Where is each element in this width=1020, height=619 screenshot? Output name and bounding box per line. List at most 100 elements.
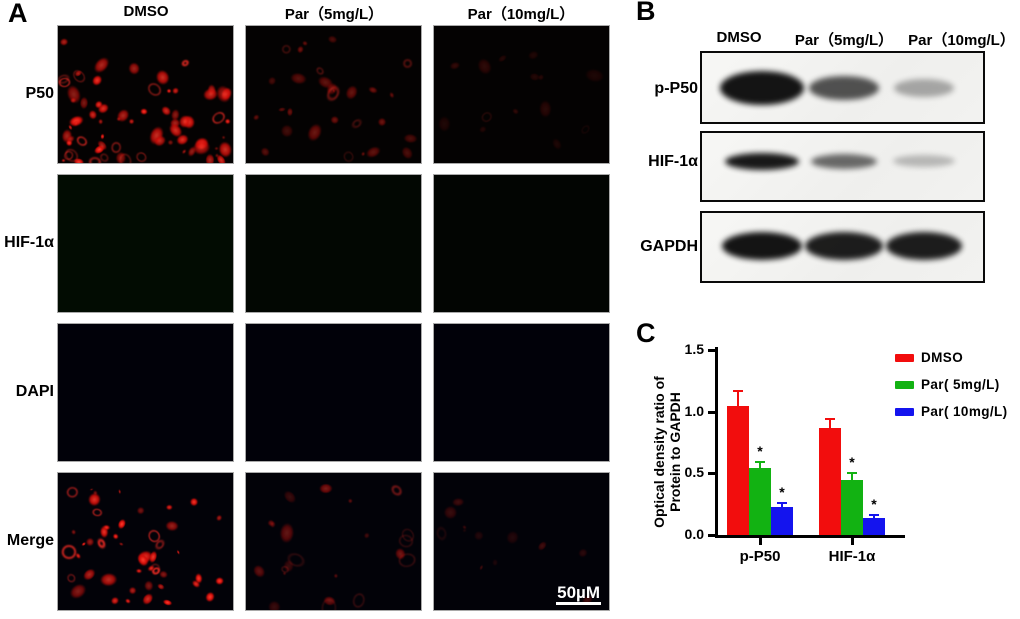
fluorescence-blob [434, 392, 451, 410]
micrograph-Merge-col0 [57, 472, 234, 611]
fluorescence-blob [297, 531, 313, 547]
error-bar-stem [851, 473, 853, 484]
fluorescence-blob [514, 585, 524, 595]
y-tick [708, 410, 716, 414]
bar-DMSO-HIF-1α [819, 427, 841, 535]
fluorescence-blob [287, 108, 294, 117]
fluorescence-blob [469, 374, 497, 402]
blot-band [894, 79, 954, 97]
micrograph-HIF-1α-col0 [57, 174, 234, 313]
fluorescence-blob [139, 108, 148, 116]
micrograph-Merge-col2: 50µM [433, 472, 610, 611]
fluorescence-blob [127, 117, 135, 125]
fluorescence-blob [376, 521, 385, 530]
fluorescence-blob [168, 140, 174, 146]
fluorescence-blob [253, 539, 264, 550]
fluorescence-blob [569, 175, 609, 210]
error-bar-cap [733, 389, 743, 392]
fluorescence-blob [253, 583, 280, 610]
fluorescence-blob [258, 146, 272, 159]
fluorescence-blob [404, 420, 421, 437]
blot-label-gapdh: GAPDH [640, 238, 698, 255]
panel-a-row-label-dapi: DAPI [15, 383, 54, 400]
blot-band [886, 232, 962, 260]
blot-band [893, 155, 955, 167]
fluorescence-blob [378, 446, 390, 458]
fluorescence-blob [279, 122, 295, 139]
fluorescence-blob [85, 405, 101, 421]
fluorescence-blob [61, 158, 66, 163]
fluorescence-blob [73, 447, 95, 461]
fluorescence-blob [112, 366, 130, 384]
fluorescence-blob [305, 121, 325, 144]
blot-band [811, 153, 877, 169]
fluorescence-blob [554, 204, 583, 233]
fluorescence-blob [302, 40, 309, 46]
fluorescence-blob [217, 598, 230, 610]
fluorescence-blob [566, 438, 577, 449]
fluorescence-blob [277, 106, 286, 113]
fluorescence-blob [491, 341, 502, 352]
fluorescence-blob [551, 136, 564, 151]
panel-b-label: B [636, 0, 656, 26]
fluorescence-blob [102, 558, 142, 598]
fluorescence-blob [469, 580, 479, 590]
scale-bar-label: 50µM [556, 583, 601, 605]
fluorescence-blob [111, 533, 120, 541]
panel-b-col-header-dmso: DMSO [716, 29, 762, 46]
error-bar-cap [825, 418, 835, 421]
fluorescence-blob [578, 487, 606, 515]
fluorescence-blob [174, 348, 188, 362]
blot-band [809, 76, 879, 100]
fluorescence-blob [538, 100, 552, 119]
fluorescence-blob [438, 116, 451, 133]
micrograph-P50-col1 [245, 25, 422, 164]
fluorescence-blob [248, 181, 316, 249]
fluorescence-blob [334, 573, 339, 578]
fluorescence-blob [595, 443, 609, 461]
fluorescence-blob [163, 433, 178, 448]
fluorescence-blob [574, 427, 583, 436]
x-tick [851, 538, 854, 545]
fluorescence-blob [365, 377, 387, 399]
x-axis-line [715, 535, 905, 538]
micrograph-P50-col0 [57, 25, 234, 164]
fluorescence-blob [330, 115, 340, 125]
error-bar-stem [781, 502, 783, 511]
y-axis-title-line1: Optical density ratio of [651, 376, 667, 528]
fluorescence-blob [401, 57, 414, 71]
panel-a-row-label-merge: Merge [6, 532, 54, 549]
fluorescence-blob [205, 153, 215, 163]
fluorescence-blob [134, 150, 149, 163]
fluorescence-blob [221, 135, 226, 140]
fluorescence-blob [497, 53, 508, 64]
fluorescence-blob [189, 498, 199, 507]
legend-label: Par( 10mg/L) [921, 404, 1008, 419]
fluorescence-blob [344, 254, 383, 293]
fluorescence-blob [462, 328, 479, 345]
fluorescence-blob [343, 84, 360, 103]
fluorescence-blob [579, 124, 591, 136]
x-category-label: HIF-1α [828, 548, 876, 565]
legend-label: Par( 5mg/L) [921, 377, 1000, 392]
fluorescence-blob [480, 110, 493, 124]
fluorescence-blob [375, 344, 399, 368]
fluorescence-blob [468, 414, 478, 424]
blot-band [720, 71, 804, 105]
panel-a-label: A [8, 0, 28, 28]
error-bar-stem [737, 390, 739, 410]
blot-label-hif1a: HIF-1α [648, 153, 698, 170]
significance-asterisk: * [849, 454, 855, 471]
fluorescence-blob [327, 34, 339, 45]
y-tick [708, 349, 716, 352]
fluorescence-blob [289, 71, 308, 86]
y-tick-label: 0.5 [684, 464, 704, 481]
fluorescence-blob [379, 274, 413, 308]
fluorescence-blob [539, 330, 557, 348]
blot-box-p-p50 [700, 51, 985, 124]
fluorescence-blob [256, 372, 268, 384]
fluorescence-blob [59, 38, 69, 47]
fluorescence-blob [294, 391, 318, 415]
fluorescence-blob [311, 345, 340, 374]
